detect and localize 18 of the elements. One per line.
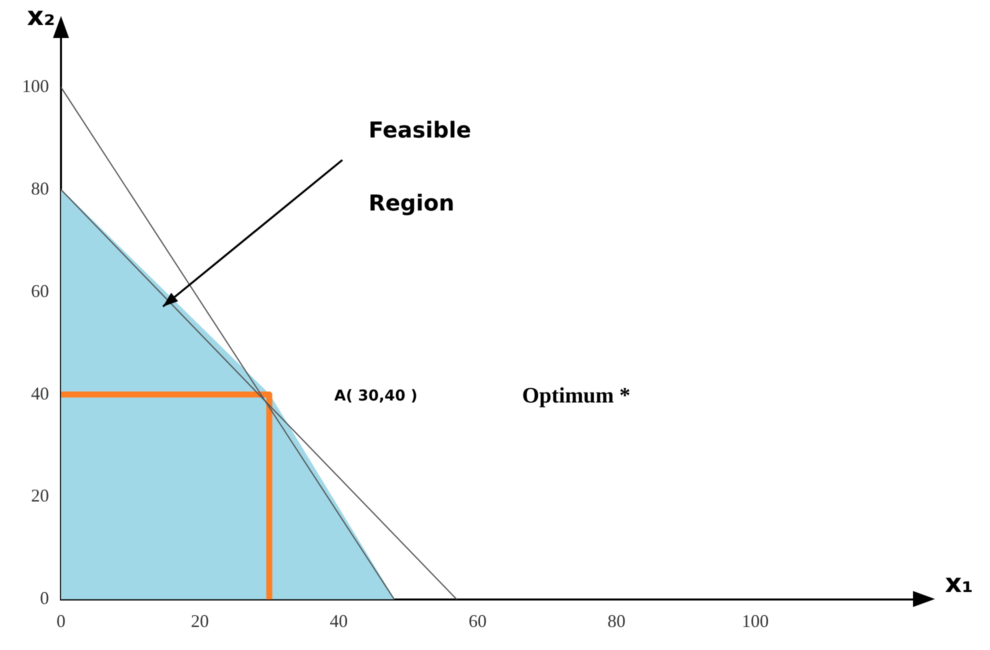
annotation: A( 30,40 ) (334, 386, 418, 404)
x-tick-label: 100 (742, 610, 769, 631)
annotation: Region (368, 192, 454, 217)
y-tick-label: 60 (31, 280, 49, 301)
x-tick-label: 40 (330, 610, 348, 631)
y-tick-label: 40 (31, 383, 49, 404)
annotation: Feasible (368, 118, 472, 144)
y-tick-label: 0 (40, 588, 49, 608)
y-tick-label: 20 (31, 486, 49, 506)
x-tick-label: 80 (607, 610, 626, 631)
annotation: Optimum * (522, 382, 630, 408)
x-tick-label: 20 (190, 610, 209, 631)
y-tick-label: 100 (22, 76, 49, 96)
x-tick-label: 60 (468, 610, 487, 631)
x-axis-title: x₁ (945, 569, 974, 600)
x-tick-label: 0 (56, 610, 66, 631)
y-tick-label: 80 (31, 178, 49, 198)
y-axis-title: x₂ (27, 2, 56, 32)
